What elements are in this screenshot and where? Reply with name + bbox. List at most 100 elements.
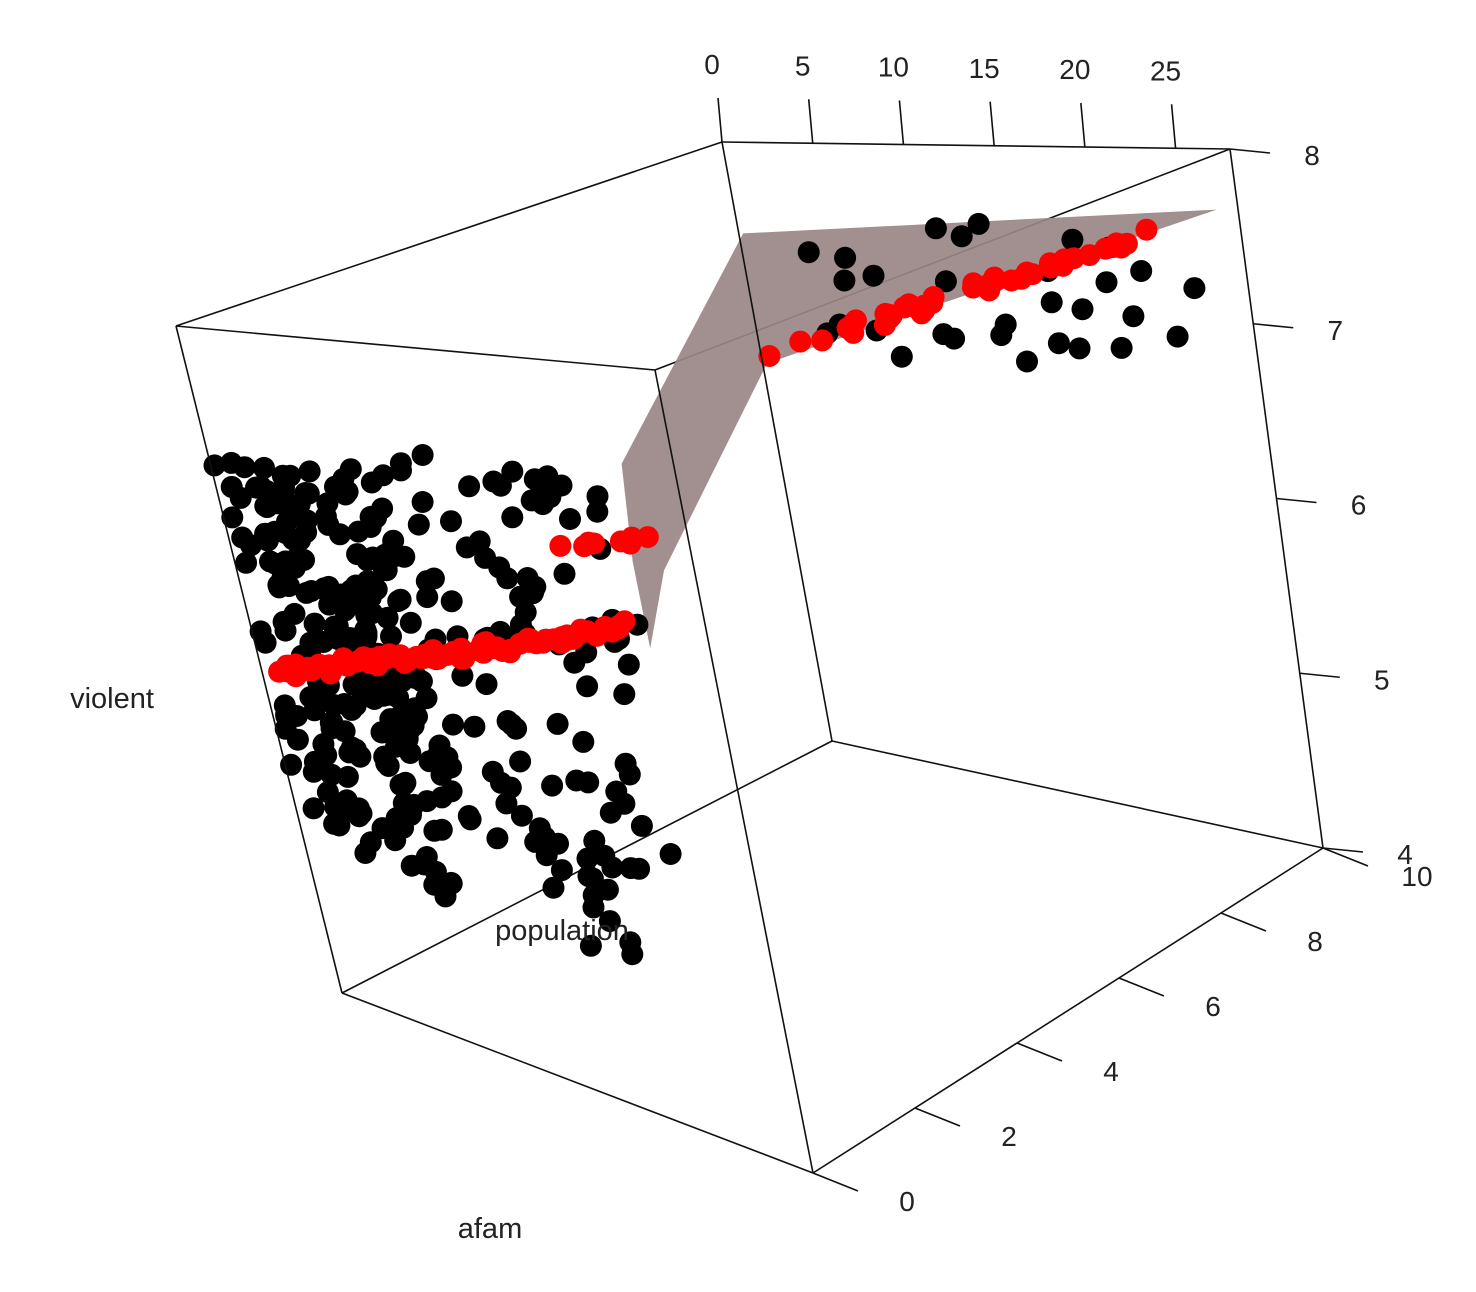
data-point [553,562,576,585]
data-point [546,712,569,735]
z-tick-label-2: 6 [1351,490,1367,521]
axis-ticks: 0 2 4 6 8 10 0 5 10 15 20 25 4 5 6 7 8 [704,49,1432,1217]
fitted-point [308,653,331,676]
data-point [797,241,820,264]
data-point [402,714,425,737]
data-point [299,631,322,654]
x-tick-label-0: 0 [899,1186,915,1217]
box-edge-6 [721,141,1231,150]
data-point [524,830,547,853]
data-point [617,653,640,676]
z-tick-label-0: 4 [1397,839,1413,870]
data-point [596,878,619,901]
data-point [1110,336,1133,359]
data-point [1047,332,1070,355]
data-point [280,753,303,776]
data-point [463,715,486,738]
y-tick-0 [717,97,723,143]
x-tick-4 [1220,912,1267,932]
data-point [264,552,287,575]
z-tick-4 [1229,148,1271,154]
data-point [586,485,609,508]
data-point [423,819,446,842]
data-point [510,804,533,827]
fitted-point [878,303,900,326]
data-point [390,459,412,482]
fitted-point [842,312,865,335]
data-point [312,733,335,756]
data-point [577,771,600,794]
data-point [354,842,377,864]
fitted-point [913,294,936,317]
data-point [371,497,394,520]
x-tick-label-4: 8 [1307,926,1323,957]
data-point [317,575,340,598]
x-axis-label: afam [458,1213,522,1245]
fitted-point [276,660,299,683]
fitted-point [499,641,522,664]
data-point [924,217,947,240]
data-point [254,631,277,654]
data-point [613,683,636,706]
z-tick-2 [1276,497,1317,504]
data-point [458,475,481,498]
y-tick-4 [1080,102,1086,148]
data-point [442,713,464,736]
box-edge-9 [654,369,814,1174]
data-point [967,212,990,235]
fitted-point [978,279,1001,302]
data-point [303,612,326,635]
data-point [300,580,323,602]
data-point [286,546,309,569]
data-point [392,792,415,815]
plane-surface [621,209,1217,649]
data-point [475,673,498,696]
fitted-point [569,618,592,641]
data-point [334,483,357,506]
data-point [496,567,519,590]
data-point [576,847,599,870]
y-tick-1 [807,99,814,144]
data-point [310,685,333,707]
data-point [890,345,913,368]
data-point [413,851,436,874]
fitted-point [1021,263,1044,286]
box-edge-4 [175,325,656,371]
fitted-point [608,617,631,640]
data-point [1183,277,1206,300]
data-point [286,728,309,751]
x-tick-label-1: 2 [1001,1121,1017,1152]
data-point [950,225,973,248]
data-point [320,763,343,786]
data-point [542,876,565,899]
data-point [356,570,379,592]
data-point [387,590,410,613]
data-point [298,460,321,483]
box-edge-0 [341,992,814,1174]
y-tick-label-3: 15 [969,53,1000,84]
data-point [328,814,351,837]
y-tick-5 [1170,104,1177,149]
fitted-point [1135,218,1158,241]
data-point [440,510,462,533]
data-point [302,797,325,820]
z-tick-0 [1322,847,1364,853]
data-point [355,604,378,627]
y-tick-label-4: 20 [1059,54,1090,85]
data-point [318,593,341,616]
fitted-point [358,651,381,674]
data-point [351,677,374,700]
data-point [1040,291,1063,314]
x-tick-0 [812,1172,859,1192]
data-point [220,451,243,474]
data-point [482,470,505,493]
data-point [520,489,543,512]
z-tick-1 [1299,672,1340,679]
data-point [359,586,382,609]
data-point [501,460,524,483]
data-point [1166,325,1189,348]
data-point [316,781,339,804]
data-point [323,615,346,638]
data-point [411,444,434,466]
